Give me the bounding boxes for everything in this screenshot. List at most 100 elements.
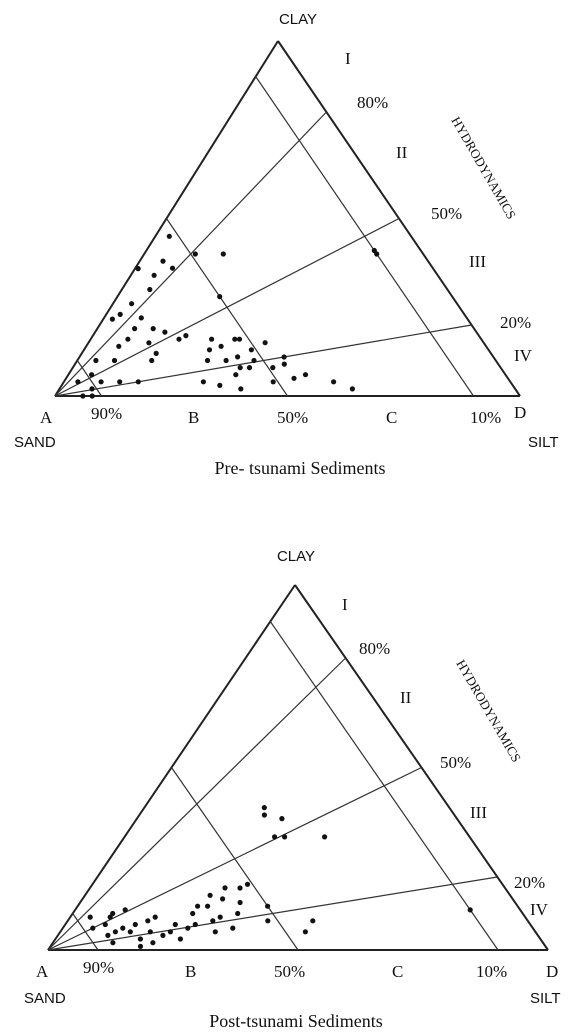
- sample-point: [167, 929, 173, 935]
- silt-vertex-label: SILT: [528, 434, 559, 451]
- sample-point: [132, 921, 138, 928]
- sample-point: [217, 914, 223, 920]
- sample-point: [147, 286, 153, 293]
- triangle-and-zone-lines: [54, 40, 521, 397]
- vertex-c-label: C: [392, 962, 403, 981]
- sample-point: [331, 379, 337, 385]
- sample-point: [217, 382, 223, 388]
- sample-point: [152, 914, 158, 920]
- sample-point: [129, 301, 135, 307]
- sample-point: [237, 885, 243, 891]
- sample-point: [237, 899, 243, 906]
- sample-point: [270, 379, 276, 385]
- side-percent-80: 80%: [359, 639, 390, 658]
- sample-point: [162, 329, 168, 335]
- sample-point: [207, 892, 213, 898]
- vertex-a-label: A: [40, 408, 53, 427]
- sample-point: [166, 233, 172, 239]
- base-tick-50: 50%: [274, 962, 305, 981]
- clay-50-ray: [54, 217, 400, 397]
- sand-vertex-label: SAND: [24, 990, 66, 1007]
- sample-point: [138, 315, 144, 321]
- base-tick-50: 50%: [277, 408, 308, 427]
- sample-points: [75, 233, 380, 399]
- sample-point: [147, 929, 153, 935]
- sample-point: [116, 343, 122, 349]
- sample-point: [183, 333, 189, 339]
- sample-point: [209, 336, 215, 342]
- clay-20-ray: [47, 876, 498, 951]
- sample-point: [238, 386, 244, 392]
- sample-points: [87, 805, 473, 950]
- sample-point: [371, 247, 377, 254]
- sample-point: [204, 357, 211, 364]
- sample-point: [279, 816, 285, 822]
- panel-caption: Pre- tsunami Sediments: [215, 458, 386, 478]
- sample-point: [135, 379, 141, 385]
- sample-point: [98, 379, 104, 385]
- sample-point: [230, 925, 236, 931]
- pre-tsunami-ternary-panel: CLAY I 80% II 50% III 20% IV HYDRODYNAMI…: [14, 11, 559, 478]
- sample-point: [190, 910, 196, 917]
- sample-point: [117, 311, 123, 317]
- side-percent-20: 20%: [500, 313, 531, 332]
- zone-label-iv: IV: [514, 346, 533, 365]
- sample-point: [120, 925, 126, 931]
- base-tick-90: 90%: [83, 958, 114, 977]
- silt-vertex-label: SILT: [530, 990, 561, 1007]
- sample-point: [117, 379, 123, 385]
- sample-point: [232, 336, 238, 342]
- sample-point: [218, 343, 224, 349]
- sample-point: [160, 258, 166, 264]
- sample-point: [172, 921, 178, 928]
- sample-point: [89, 372, 95, 378]
- sample-point: [262, 340, 268, 346]
- vertex-d-label: D: [546, 962, 558, 981]
- sample-point: [93, 357, 99, 364]
- sample-point: [206, 347, 213, 353]
- sample-point: [235, 354, 241, 360]
- sample-point: [195, 903, 201, 909]
- side-percent-20: 20%: [514, 873, 545, 892]
- sample-point: [80, 393, 86, 399]
- zone-label-i: I: [345, 49, 351, 68]
- sample-point: [150, 940, 156, 946]
- sample-point: [105, 932, 111, 939]
- sample-point: [185, 925, 191, 931]
- sample-point: [272, 834, 278, 840]
- sample-point: [246, 365, 253, 371]
- sample-point: [235, 910, 241, 917]
- sample-point: [265, 918, 271, 924]
- sample-point: [151, 272, 157, 278]
- zone-label-iv: IV: [530, 900, 549, 919]
- sample-point: [89, 393, 95, 399]
- clay-80-ray: [47, 657, 347, 951]
- sample-point: [205, 903, 211, 909]
- sample-point: [169, 265, 176, 271]
- sample-point: [87, 914, 93, 920]
- sample-point: [291, 375, 297, 381]
- sample-point: [222, 885, 228, 891]
- hydrodynamics-axis-title: HYDRODYNAMICS: [453, 657, 524, 765]
- sample-point: [135, 266, 141, 272]
- sample-point: [107, 914, 113, 920]
- sample-point: [261, 805, 267, 811]
- sample-point: [261, 812, 267, 818]
- sample-point: [122, 907, 128, 913]
- vertex-a-label: A: [36, 962, 49, 981]
- sample-point: [233, 372, 239, 378]
- vertex-b-label: B: [185, 962, 196, 981]
- sample-point: [127, 929, 133, 935]
- sample-point: [149, 357, 155, 364]
- sample-point: [89, 386, 95, 392]
- sample-point: [237, 365, 243, 371]
- base-tick-10: 10%: [470, 408, 501, 427]
- sample-point: [177, 936, 183, 942]
- post-tsunami-ternary-panel: CLAY I 80% II 50% III 20% IV HYDRODYNAMI…: [24, 548, 561, 1031]
- sample-point: [302, 929, 308, 935]
- sample-point: [220, 251, 226, 257]
- sample-point: [112, 929, 118, 935]
- sample-point: [223, 357, 229, 364]
- sample-point: [248, 347, 254, 353]
